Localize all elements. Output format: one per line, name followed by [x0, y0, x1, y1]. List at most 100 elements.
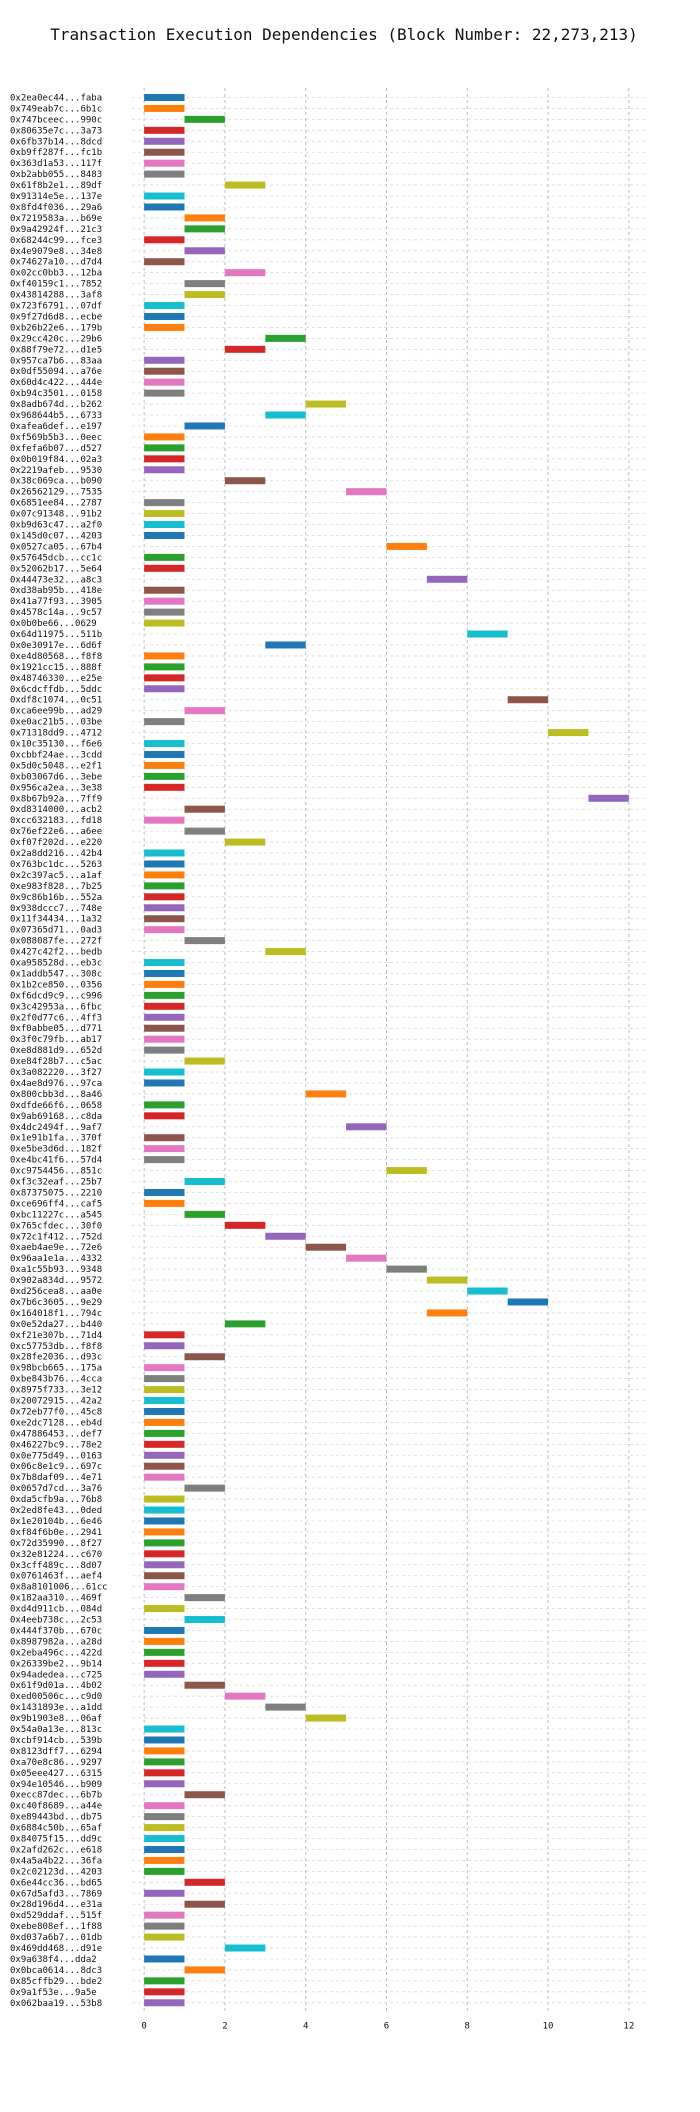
tx-bar [144, 608, 185, 616]
tx-label: 0x0e52da27...b440 [10, 1320, 102, 1330]
tx-bar [265, 334, 306, 342]
tx-label: 0xb94c3501...0158 [10, 389, 102, 399]
tx-label: 0xcc632183...fd18 [10, 816, 102, 826]
tx-label: 0x902a834d...9572 [10, 1276, 102, 1286]
tx-bar [386, 1265, 427, 1273]
tx-bar [144, 1002, 185, 1010]
tx-label: 0xd529ddaf...515f [10, 1911, 102, 1921]
tx-bar [184, 1791, 225, 1799]
tx-bar [144, 1769, 185, 1777]
tx-label: 0x2ea0ec44...faba [10, 93, 102, 103]
tx-bar [184, 422, 225, 430]
tx-label: 0x2219afeb...9530 [10, 466, 102, 476]
tx-label: 0xbe843b76...4cca [10, 1375, 102, 1385]
tx-label: 0x98bcb665...175a [10, 1364, 102, 1374]
tx-bar [144, 1659, 185, 1667]
tx-bar [144, 1845, 185, 1853]
tx-bar [144, 969, 185, 977]
tx-label: 0x43814288...3af8 [10, 291, 102, 301]
tx-label: 0xc57753db...f8f8 [10, 1342, 102, 1352]
tx-label: 0x1e20104b...6e46 [10, 1517, 102, 1527]
tx-label: 0x9c86b16b...552a [10, 893, 102, 903]
tx-label: 0x763bc1dc...5263 [10, 860, 102, 870]
tx-bar [144, 1539, 185, 1547]
tx-label: 0x469dd468...d91e [10, 1944, 102, 1954]
tx-label: 0x8123dff7...6294 [10, 1747, 102, 1757]
tx-label: 0xf40159c1...7852 [10, 280, 102, 290]
tx-label: 0xe8d881d9...652d [10, 1046, 102, 1056]
tx-label: 0xb2abb055...8483 [10, 170, 102, 180]
tx-label: 0x3c42953a...6fbc [10, 1002, 102, 1012]
tx-label: 0xe84f28b7...c5ac [10, 1057, 102, 1067]
tx-label: 0xb9d63c47...a2f0 [10, 521, 102, 531]
tx-label: 0xce696ff4...caf5 [10, 1199, 102, 1209]
tx-bar [144, 1342, 185, 1350]
tx-bar [224, 345, 266, 353]
tx-label: 0x94e10546...b909 [10, 1780, 102, 1790]
tx-label: 0x723f6791...07df [10, 302, 102, 312]
tx-bar [144, 1856, 185, 1864]
tx-bar [144, 1331, 185, 1339]
tx-label: 0x800cbb3d...8a46 [10, 1090, 102, 1100]
tx-bar [224, 181, 266, 189]
tx-label: 0x747bceec...990c [10, 115, 102, 125]
tx-label: 0x3f0c79fb...ab17 [10, 1035, 102, 1045]
tx-bar [265, 641, 306, 649]
tx-bar [144, 893, 185, 901]
tx-label: 0x444f370b...670c [10, 1626, 102, 1636]
tx-label: 0x0b0be66...0629 [10, 619, 97, 629]
tx-label: 0x062baa19...53b8 [10, 1999, 102, 2009]
tx-label: 0x4ae8d976...97ca [10, 1079, 102, 1089]
tx-bar [265, 1232, 306, 1240]
tx-label: 0x6cdcffdb...5ddc [10, 685, 102, 695]
tx-bar [144, 904, 185, 912]
tx-label: 0x72eb77f0...45c8 [10, 1407, 102, 1417]
tx-label: 0x38c069ca...b090 [10, 477, 102, 487]
tx-label: 0xb9ff287f...fc1b [10, 148, 102, 158]
tx-bar [144, 1035, 185, 1043]
tx-bar [144, 378, 185, 386]
x-tick-label: 2 [222, 2021, 227, 2031]
tx-bar [144, 586, 185, 594]
tx-bar [507, 696, 549, 704]
tx-bar [144, 159, 185, 167]
tx-label: 0xdfde66f6...0658 [10, 1101, 102, 1111]
tx-label: 0xdf8c1074...0c51 [10, 696, 102, 706]
tx-label: 0x749eab7c...6b1c [10, 104, 102, 114]
tx-label: 0x145d0c07...4203 [10, 531, 102, 541]
tx-bar [144, 1440, 185, 1448]
tx-bar [144, 959, 185, 967]
tx-label: 0xf84f6b0e...2941 [10, 1528, 102, 1538]
tx-label: 0xbc11227c...a545 [10, 1210, 102, 1220]
tx-bar [184, 214, 225, 222]
tx-label: 0xf569b5b3...0eec [10, 433, 102, 443]
tx-bar [144, 619, 185, 627]
tx-label: 0xafea6def...e197 [10, 422, 102, 432]
tx-bar [144, 597, 185, 605]
tx-label: 0x5d0c5048...e2f1 [10, 761, 102, 771]
tx-label: 0x54a0a13e...813c [10, 1725, 102, 1735]
tx-label: 0xda5cfb9a...76b8 [10, 1495, 102, 1505]
tx-bar [144, 1418, 185, 1426]
tx-bar [184, 247, 225, 255]
tx-label: 0xd4d911cb...084d [10, 1605, 102, 1615]
tx-label: 0x8a8101006...61cc [10, 1583, 108, 1593]
tx-label: 0x06c8e1c9...697c [10, 1462, 102, 1472]
tx-label: 0x05eee427...6315 [10, 1769, 102, 1779]
tx-label: 0xed00506c...c9d0 [10, 1692, 102, 1702]
tx-bar [144, 367, 185, 375]
tx-label: 0x48746330...e25e [10, 674, 102, 684]
tx-bar [144, 1024, 185, 1032]
tx-bar [224, 838, 266, 846]
tx-label: 0x0527ca05...67b4 [10, 542, 102, 552]
tx-label: 0x80635e7c...3a73 [10, 126, 102, 136]
tx-bar [144, 750, 185, 758]
x-tick-label: 10 [543, 2021, 554, 2031]
tx-bar [144, 137, 185, 145]
tx-label: 0x64d11975...511b [10, 630, 102, 640]
tx-bar [144, 1550, 185, 1558]
tx-bar [144, 1386, 185, 1394]
tx-bar [144, 1156, 185, 1164]
tx-bar [184, 1484, 225, 1492]
